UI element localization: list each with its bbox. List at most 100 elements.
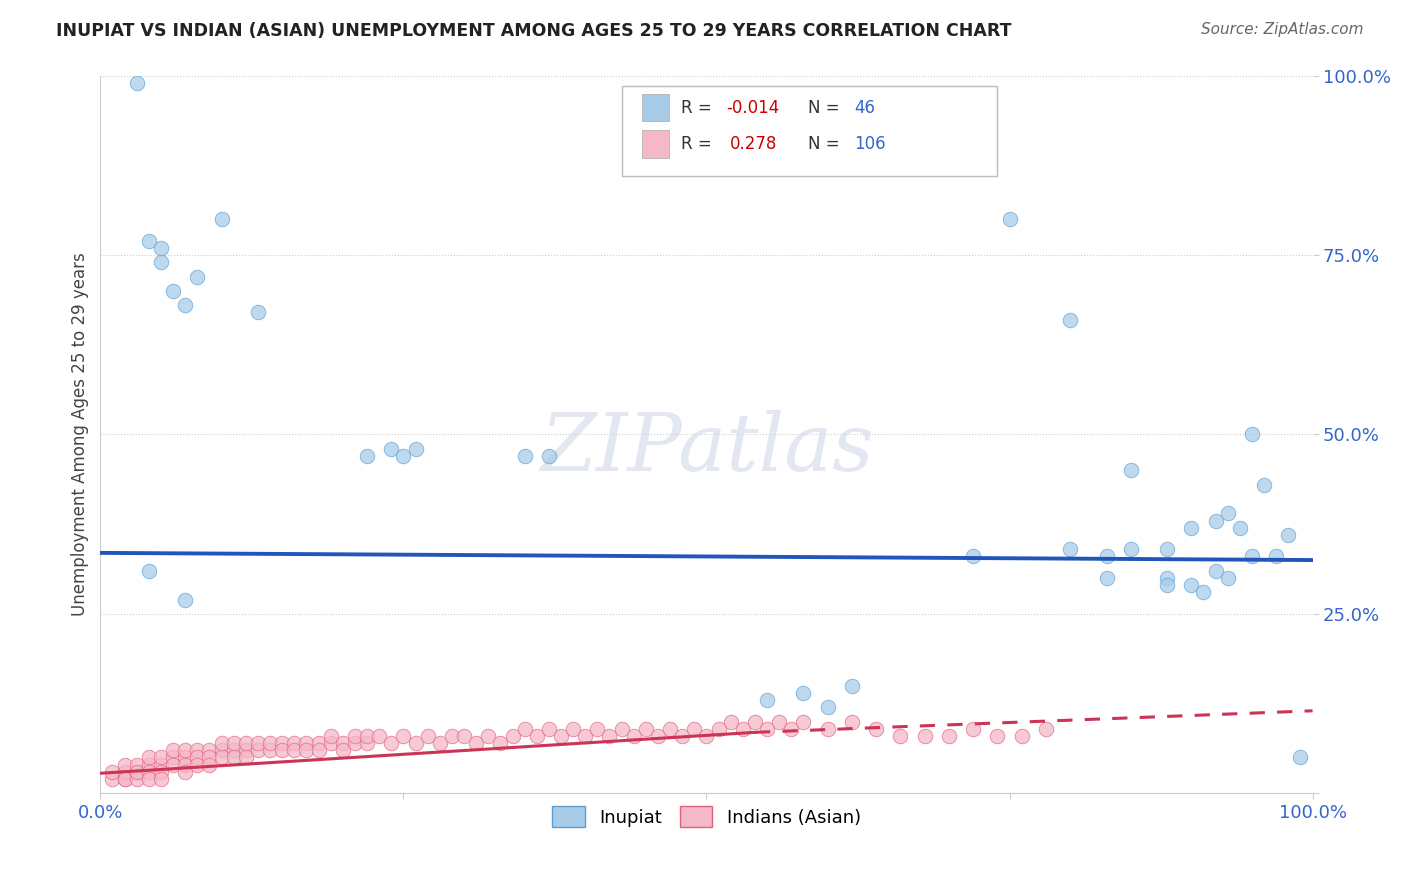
Point [792, 714, 814, 729]
FancyBboxPatch shape [621, 87, 997, 176]
Text: 0.278: 0.278 [730, 135, 778, 153]
Point [1180, 521, 1202, 535]
Point [707, 722, 730, 736]
Point [356, 736, 378, 750]
Point [198, 743, 221, 757]
Point [174, 750, 197, 764]
Text: 46: 46 [855, 99, 876, 117]
Point [477, 729, 499, 743]
Point [138, 764, 160, 779]
Point [186, 743, 208, 757]
Point [235, 750, 257, 764]
Point [149, 241, 172, 255]
Point [1240, 549, 1263, 564]
Y-axis label: Unemployment Among Ages 25 to 29 years: Unemployment Among Ages 25 to 29 years [72, 252, 89, 616]
Point [380, 736, 402, 750]
Point [149, 255, 172, 269]
Point [1265, 549, 1288, 564]
Point [125, 764, 148, 779]
Point [332, 743, 354, 757]
Point [174, 743, 197, 757]
Point [768, 714, 790, 729]
Point [222, 736, 245, 750]
Point [986, 729, 1008, 743]
Point [817, 722, 839, 736]
Point [865, 722, 887, 736]
Point [938, 729, 960, 743]
Point [623, 729, 645, 743]
Point [174, 757, 197, 772]
Point [586, 722, 609, 736]
Point [513, 449, 536, 463]
Point [998, 212, 1021, 227]
Point [1205, 564, 1227, 578]
Point [914, 729, 936, 743]
Point [283, 736, 305, 750]
Point [537, 722, 560, 736]
Point [125, 772, 148, 786]
Point [246, 736, 269, 750]
Point [149, 750, 172, 764]
Point [198, 757, 221, 772]
Point [162, 743, 184, 757]
Point [1205, 514, 1227, 528]
Point [101, 764, 124, 779]
Point [526, 729, 548, 743]
Text: R =: R = [681, 99, 717, 117]
Point [114, 772, 136, 786]
Text: -0.014: -0.014 [725, 99, 779, 117]
Legend: Inupiat, Indians (Asian): Inupiat, Indians (Asian) [546, 799, 868, 835]
Point [198, 750, 221, 764]
Point [138, 757, 160, 772]
Point [841, 714, 863, 729]
Point [319, 729, 342, 743]
Point [841, 679, 863, 693]
Point [125, 76, 148, 90]
Point [295, 743, 318, 757]
Point [817, 700, 839, 714]
Point [598, 729, 620, 743]
Point [186, 757, 208, 772]
Point [1119, 542, 1142, 557]
Point [731, 722, 754, 736]
Point [138, 772, 160, 786]
Point [489, 736, 512, 750]
Point [125, 764, 148, 779]
Point [416, 729, 439, 743]
Point [671, 729, 693, 743]
Point [1059, 312, 1081, 326]
Point [453, 729, 475, 743]
Point [1011, 729, 1033, 743]
Point [319, 736, 342, 750]
Point [756, 693, 779, 707]
Point [246, 305, 269, 319]
Point [465, 736, 488, 750]
Point [259, 736, 281, 750]
Point [756, 722, 779, 736]
Point [368, 729, 391, 743]
Point [186, 750, 208, 764]
Point [610, 722, 633, 736]
Point [1229, 521, 1251, 535]
Text: INUPIAT VS INDIAN (ASIAN) UNEMPLOYMENT AMONG AGES 25 TO 29 YEARS CORRELATION CHA: INUPIAT VS INDIAN (ASIAN) UNEMPLOYMENT A… [56, 22, 1012, 40]
Point [1095, 571, 1118, 585]
Point [1059, 542, 1081, 557]
Point [186, 269, 208, 284]
Point [1253, 477, 1275, 491]
Point [138, 750, 160, 764]
Point [634, 722, 657, 736]
Point [114, 764, 136, 779]
Point [211, 750, 233, 764]
Point [101, 772, 124, 786]
Point [356, 449, 378, 463]
Point [332, 736, 354, 750]
Point [647, 729, 669, 743]
Point [392, 729, 415, 743]
Point [271, 743, 294, 757]
Point [502, 729, 524, 743]
Point [211, 212, 233, 227]
Text: N =: N = [808, 99, 845, 117]
Text: N =: N = [808, 135, 845, 153]
Point [246, 743, 269, 757]
Point [138, 564, 160, 578]
